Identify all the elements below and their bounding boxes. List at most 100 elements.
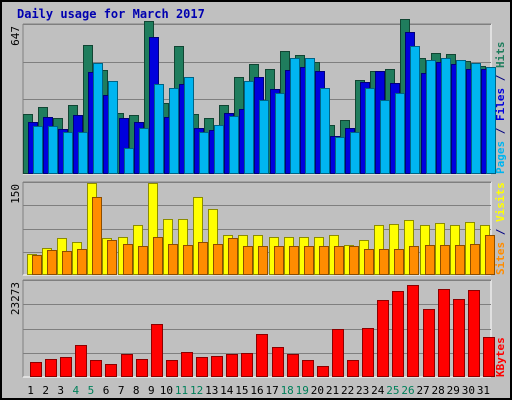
x-tick-label: 5 bbox=[88, 384, 95, 397]
bar-kbytes: 25: 20600 bbox=[392, 291, 404, 377]
bar-pages: 12: 180 bbox=[199, 132, 209, 174]
bar-sites: 14: 60 bbox=[228, 238, 238, 275]
bar-sites: 3: 38 bbox=[62, 251, 72, 275]
bar-pages: 2: 205 bbox=[48, 126, 58, 174]
x-tick-label: 4 bbox=[73, 384, 80, 397]
bar-pages: 27: 490 bbox=[426, 60, 436, 174]
bar-sites: 2: 40 bbox=[47, 250, 57, 275]
bar-pages: 13: 210 bbox=[214, 125, 224, 174]
bar-pages: 4: 180 bbox=[78, 132, 88, 174]
bar-kbytes: 8: 4200 bbox=[136, 359, 148, 377]
x-tick-label: 21 bbox=[326, 384, 339, 397]
bar-pages: 22: 180 bbox=[350, 132, 360, 174]
bar-kbytes: 30: 20900 bbox=[468, 290, 480, 377]
legend-separator: / bbox=[494, 222, 507, 242]
bar-kbytes: 26: 22100 bbox=[407, 285, 419, 377]
bar-pages: 5: 480 bbox=[93, 63, 103, 174]
bar-kbytes: 11: 6100 bbox=[181, 352, 193, 377]
bar-kbytes: 13: 5000 bbox=[211, 356, 223, 377]
legend-separator: / bbox=[494, 121, 507, 141]
x-tick-label: 17 bbox=[265, 384, 278, 397]
bar-kbytes: 24: 18400 bbox=[377, 300, 389, 377]
bar-pages: 28: 500 bbox=[441, 58, 451, 174]
bar-sites: 6: 56 bbox=[107, 240, 117, 275]
bar-pages: 10: 370 bbox=[169, 88, 179, 174]
x-tick-label: 14 bbox=[220, 384, 234, 397]
x-tick-label: 3 bbox=[57, 384, 64, 397]
bar-sites: 15: 46 bbox=[243, 246, 253, 275]
bar-kbytes: 6: 3200 bbox=[105, 364, 117, 377]
bar-kbytes: 31: 9500 bbox=[483, 337, 495, 377]
bar-kbytes: 15: 5700 bbox=[241, 353, 253, 377]
bar-pages: 29: 490 bbox=[456, 60, 466, 174]
bar-pages: 17: 350 bbox=[275, 93, 285, 174]
bar-sites: 24: 42 bbox=[379, 249, 389, 275]
bar-kbytes: 27: 16200 bbox=[423, 309, 435, 377]
bar-sites: 7: 50 bbox=[123, 244, 133, 275]
bar-kbytes: 14: 5400 bbox=[226, 354, 238, 377]
bar-sites: 29: 48 bbox=[455, 245, 465, 275]
bar-sites: 16: 46 bbox=[258, 246, 268, 275]
x-tick-label: 25 bbox=[386, 384, 399, 397]
bar-sites: 13: 50 bbox=[213, 244, 223, 275]
bar-kbytes: 18: 5600 bbox=[287, 354, 299, 377]
legend-separator: / bbox=[494, 68, 507, 88]
bar-kbytes: 7: 5600 bbox=[121, 354, 133, 377]
bar-pages: 26: 550 bbox=[410, 46, 420, 174]
page-title: Daily usage for March 2017 bbox=[17, 7, 205, 21]
x-tick-label: 27 bbox=[416, 384, 429, 397]
bar-pages: 18: 500 bbox=[290, 58, 300, 174]
bar-sites: 5: 126 bbox=[92, 197, 102, 275]
bar-sites: 26: 46 bbox=[409, 246, 419, 275]
bar-sites: 9: 62 bbox=[153, 237, 163, 275]
bar-kbytes: 29: 18700 bbox=[453, 299, 465, 377]
series-label-group: Pages / Files / Hits bbox=[494, 42, 507, 175]
bar-kbytes: 10: 4100 bbox=[166, 360, 178, 377]
bar-kbytes: 22: 4100 bbox=[347, 360, 359, 377]
bar-kbytes: 16: 10400 bbox=[256, 334, 268, 377]
bar-pages: 11: 420 bbox=[184, 77, 194, 174]
x-tick-label: 8 bbox=[133, 384, 140, 397]
chart-panel-3: 23273 1: 37002: 44003: 49004: 77005: 4100… bbox=[9, 279, 507, 378]
bar-kbytes: 1: 3700 bbox=[30, 362, 42, 377]
bar-sites: 8: 46 bbox=[138, 246, 148, 275]
bar-kbytes: 17: 7300 bbox=[272, 347, 284, 377]
series-label-group: Sites / Visits bbox=[494, 182, 507, 275]
bar-pages: 25: 350 bbox=[395, 93, 405, 174]
bar-pages: 31: 460 bbox=[486, 67, 496, 174]
bar-kbytes: 19: 4000 bbox=[302, 360, 314, 377]
x-tick-label: 31 bbox=[477, 384, 490, 397]
bar-pages: 3: 180 bbox=[63, 132, 73, 174]
bar-sites: 18: 46 bbox=[289, 246, 299, 275]
x-tick-label: 6 bbox=[103, 384, 110, 397]
x-tick-label: 12 bbox=[190, 384, 203, 397]
bar-pages: 1: 205 bbox=[33, 126, 43, 174]
x-tick-label: 9 bbox=[148, 384, 155, 397]
bar-sites: 30: 50 bbox=[470, 244, 480, 275]
bar-pages: 24: 320 bbox=[380, 100, 390, 174]
x-tick-label: 20 bbox=[311, 384, 324, 397]
series-label-group: KBytes bbox=[494, 337, 507, 377]
y-tick-label: 23273 bbox=[9, 282, 22, 315]
bar-kbytes: 21: 11400 bbox=[332, 329, 344, 377]
bar-kbytes: 12: 4700 bbox=[196, 357, 208, 377]
x-tick-label: 28 bbox=[432, 384, 445, 397]
legend-sites: Sites bbox=[494, 242, 507, 275]
x-tick-label: 2 bbox=[42, 384, 49, 397]
bar-pages: 8: 200 bbox=[139, 128, 149, 174]
x-tick-label: 16 bbox=[250, 384, 263, 397]
legend-pages: Pages bbox=[494, 141, 507, 174]
legend-kbytes: KBytes bbox=[494, 337, 507, 377]
bar-kbytes: 4: 7700 bbox=[75, 345, 87, 377]
bar-pages: 20: 370 bbox=[320, 88, 330, 174]
bar-kbytes: 9: 12700 bbox=[151, 324, 163, 377]
bar-kbytes: 28: 21100 bbox=[438, 289, 450, 377]
bar-pages: 16: 320 bbox=[259, 100, 269, 174]
bar-sites: 11: 48 bbox=[183, 245, 193, 275]
y-tick-label: 647 bbox=[9, 26, 22, 46]
x-tick-label: 18 bbox=[281, 384, 294, 397]
bar-pages: 15: 400 bbox=[244, 81, 254, 174]
bar-kbytes: 5: 4100 bbox=[90, 360, 102, 377]
bar-sites: 21: 46 bbox=[334, 246, 344, 275]
